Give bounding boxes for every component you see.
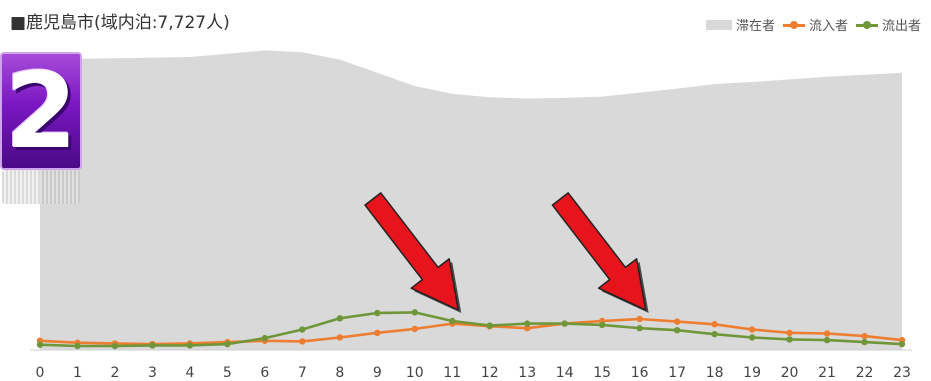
x-tick-label: 17 [668,365,686,381]
legend-item-stay: 滞在者 [705,15,775,34]
line-point-1 [299,338,306,345]
line-point-1 [374,329,381,337]
line-point-1 [861,332,868,340]
line-point-2 [823,336,831,344]
line-point-2 [261,334,269,342]
legend-swatch-inflow [782,20,805,30]
line-point-1 [411,325,418,333]
line-point-2 [598,321,606,329]
line-point-2 [186,342,194,349]
x-tick-label: 19 [743,365,761,381]
line-point-2 [748,334,756,341]
annotation-arrow [551,192,647,311]
line-point-2 [861,338,868,346]
legend-item-outflow: 流出者 [855,15,921,34]
x-tick-label: 15 [593,365,611,381]
line-point-1 [336,334,344,341]
badge-number: 2 [4,50,78,172]
x-tick-label: 5 [223,365,232,381]
rank-badge: 2 [0,52,82,170]
line-point-2 [299,326,306,333]
annotation-arrow [364,192,460,311]
x-tick-label: 16 [631,365,649,381]
line-point-1 [636,315,643,323]
line-point-2 [111,342,119,350]
legend-item-inflow: 流入者 [782,15,848,34]
legend-swatch-outflow [855,20,878,30]
x-tick-label: 1 [73,365,82,381]
line-point-2 [786,336,793,343]
line-point-2 [36,341,44,348]
line-point-2 [898,340,906,348]
x-tick-label: 10 [406,365,424,381]
line-series-2 [39,311,903,348]
x-tick-label: 4 [185,365,194,381]
line-point-2 [636,325,643,332]
legend-label-outflow: 流出者 [881,19,921,34]
line-point-1 [823,330,831,337]
line-point-1 [524,325,531,332]
x-tick-label: 6 [260,365,269,381]
line-point-2 [561,320,568,327]
line-point-2 [74,342,81,350]
x-tick-label: 11 [443,365,461,381]
badge-background [0,52,82,170]
x-tick-label: 3 [148,365,157,381]
line-point-2 [336,315,344,322]
x-tick-label: 20 [781,365,799,381]
x-tick-label: 8 [335,365,344,381]
chart-legend: 滞在者 流入者 流出者 [705,15,921,34]
line-point-1 [673,318,681,325]
x-tick-label: 21 [818,365,836,381]
x-tick-label: 13 [518,365,536,381]
line-point-2 [149,342,156,349]
line-point-1 [711,321,718,328]
area-series-0 [40,50,902,351]
x-tick-label: 7 [298,365,307,381]
line-point-1 [748,326,756,333]
x-tick-label: 14 [556,365,574,381]
badge-reflection [2,170,80,204]
line-point-2 [411,309,418,316]
line-point-2 [711,330,718,338]
line-point-2 [486,322,493,329]
x-tick-label: 18 [706,365,724,381]
line-series-1 [39,317,903,346]
x-tick-label: 2 [110,365,119,381]
line-point-2 [224,340,231,348]
chart-title: ■鹿児島市(域内泊:7,727人) [10,13,230,33]
line-point-2 [449,317,456,325]
legend-swatch-stay [705,19,732,30]
legend-label-stay: 滞在者 [735,19,775,34]
line-point-2 [673,327,681,334]
x-tick-label: 9 [373,365,382,381]
line-point-2 [524,320,531,327]
line-point-1 [786,329,793,337]
line-point-2 [374,309,381,317]
x-tick-label: 12 [481,365,499,381]
x-tick-label: 23 [893,365,911,381]
x-tick-label: 0 [36,365,45,381]
x-tick-label: 22 [856,365,874,381]
legend-label-inflow: 流入者 [808,19,848,34]
